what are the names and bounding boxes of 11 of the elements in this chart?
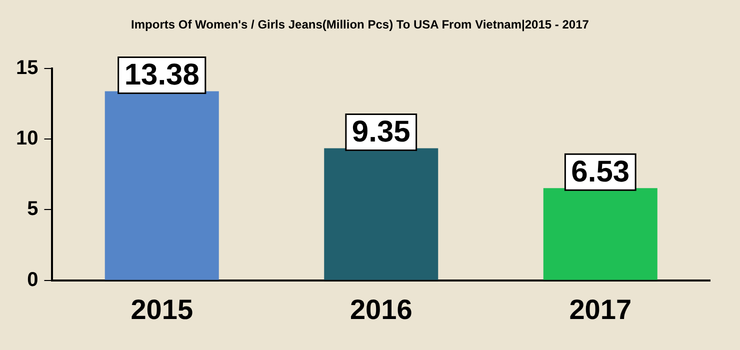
y-tick-label: 10 (16, 128, 38, 150)
chart-title: Imports Of Women's / Girls Jeans(Million Pcs) To USA From Vietnam|2015 - 2017 (131, 18, 590, 32)
y-tick-label: 5 (27, 198, 38, 220)
x-tick-label: 2017 (569, 294, 632, 325)
data-label: 6.53 (571, 155, 630, 188)
data-label: 9.35 (352, 116, 410, 149)
y-tick-label: 0 (27, 268, 38, 291)
y-tick-label: 15 (16, 56, 38, 79)
data-label: 13.38 (124, 58, 200, 92)
x-tick-label: 2015 (130, 294, 194, 325)
x-tick-label: 2016 (350, 294, 412, 325)
